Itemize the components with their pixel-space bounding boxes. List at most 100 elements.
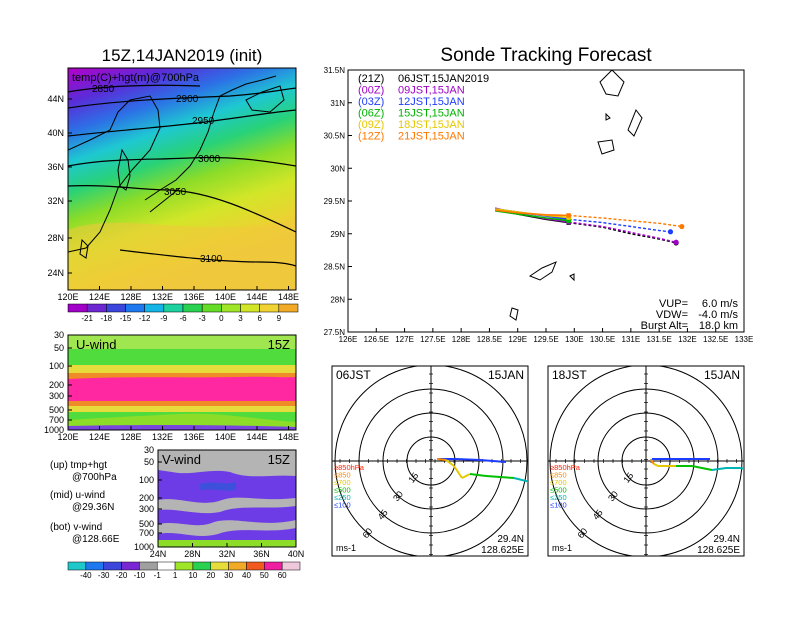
track-line: [494, 210, 569, 222]
track-line: [495, 209, 569, 217]
track-lat-ticks: 31.5N 31N 30.5N 30N 29.5N 29N 28.5N 28N 27.5N: [324, 66, 352, 337]
contour-label-3000: 3000: [198, 154, 221, 165]
v-wind-lat-tick: 36N: [253, 549, 270, 559]
polar-date: 15JAN: [488, 368, 524, 382]
map-lon-tick: 148E: [278, 292, 299, 302]
map-lon-tick: 120E: [57, 292, 78, 302]
island-yakushima: [597, 139, 615, 155]
contour-2850: [68, 84, 201, 93]
contour-3050: [68, 185, 296, 233]
polar-legend-item: ≤250: [550, 493, 567, 502]
polar-wind-trace: [469, 473, 487, 477]
track-lon-tick: 131.5E: [646, 335, 671, 344]
v-wind-grey-low: [158, 520, 296, 536]
map-lat-tick: 36N: [47, 162, 64, 172]
track-burst-point: [566, 218, 571, 223]
u-wind-band-light: [68, 335, 296, 349]
temperature-height-map: temp(C)+hgt(m)@700hPa 2850 2900 2950 300…: [47, 67, 299, 302]
map-lon-tick: 136E: [183, 292, 204, 302]
track-lon-tick: 127E: [395, 335, 414, 344]
param-label: VUP=: [659, 298, 688, 310]
polar-legend-item: ≤850: [550, 471, 567, 480]
u-wind-pressure-tick: 50: [54, 343, 64, 353]
v-wind-pressure-tick: 700: [139, 528, 154, 538]
polar-wind-trace: [739, 467, 744, 470]
track-lat-tick: 31.5N: [324, 66, 346, 75]
temp-colorbar-swatch: [221, 303, 241, 313]
wind-colorbar-tick: 50: [260, 571, 269, 580]
polar-wind-trace: [530, 482, 544, 484]
v-wind-blue: [200, 482, 236, 491]
track-lat-tick: 28.5N: [324, 263, 346, 272]
wind-colorbar-swatch: [139, 561, 158, 571]
track-lat-tick: 28N: [330, 295, 345, 304]
track-lat-tick: 29.5N: [324, 197, 346, 206]
map-lat-tick: 24N: [47, 268, 64, 278]
v-wind-lat-tick: 28N: [184, 549, 201, 559]
temp-colorbar-tick: 3: [238, 314, 243, 323]
track-lon-tick: 130.5E: [590, 335, 615, 344]
track-burst-point: [566, 213, 571, 218]
polar-wind-trace: [485, 475, 515, 479]
polar-lat: 29.4N: [497, 534, 524, 545]
island-small-1: [605, 112, 611, 121]
polar-ring-label: 45: [376, 508, 390, 522]
polar-legend-item: ≤250: [334, 493, 351, 502]
wind-colorbar-tick: 20: [206, 571, 215, 580]
temp-colorbar-swatch: [201, 303, 222, 313]
u-wind-lon-tick: 140E: [215, 432, 236, 442]
legend-time: 15JST,15JAN: [398, 108, 465, 120]
wind-colorbar-swatch: [281, 561, 301, 571]
legend-code: (03Z): [358, 96, 384, 108]
polar-wind-trace: [711, 467, 727, 471]
v-wind-pressure-tick: 100: [139, 475, 154, 485]
polar-ring-label: 15: [406, 471, 420, 485]
param-value: 6.0 m/s: [702, 298, 739, 310]
u-wind-band-orange: [68, 373, 296, 379]
wind-colorbar-swatch: [228, 561, 247, 571]
track-landing-point: [673, 239, 679, 245]
polar-ring-label: 30: [391, 489, 405, 503]
contour-2950: [68, 109, 296, 137]
legend-time: 21JST,15JAN: [398, 131, 465, 143]
wind-colorbar-tick: 60: [278, 571, 287, 580]
note-line: (mid) u-wind: [50, 490, 105, 501]
u-wind-pressure-tick: 500: [49, 405, 64, 415]
wind-colorbar-tick: -30: [98, 571, 110, 580]
panel-notes: (up) tmp+hgt@700hPa (mid) u-wind@29.36N (b…: [50, 460, 120, 545]
temp-colorbar-swatch: [125, 303, 145, 313]
polar-lon: 128.625E: [697, 545, 740, 556]
v-wind-lat-ticks: 24N 28N 32N 36N 40N: [150, 543, 304, 559]
note-line: @128.66E: [72, 534, 120, 545]
u-wind-pressure-tick: 200: [49, 380, 64, 390]
u-wind-time: 15Z: [268, 337, 290, 352]
island-tanegashima: [627, 108, 643, 137]
u-wind-pressure-tick: 100: [49, 361, 64, 371]
wind-colorbar-swatch: [67, 561, 87, 571]
polar-legend-item: ≤850: [334, 471, 351, 480]
v-wind-pressure-tick: 50: [144, 457, 154, 467]
wind-colorbar-swatch: [192, 561, 212, 571]
island-amami: [528, 261, 557, 281]
temp-colorbar-tick: 0: [219, 314, 224, 323]
polar-wind-trace: [461, 473, 471, 479]
polar-ring-label: 15: [621, 471, 635, 485]
polar-unit: ms-1: [336, 543, 356, 553]
legend-time: 12JST,15JAN: [398, 96, 465, 108]
map-lat-tick: 40N: [47, 128, 64, 138]
contour-label-2850: 2850: [92, 84, 115, 95]
map-lon-tick: 144E: [246, 292, 267, 302]
polar-wind-trace: [436, 458, 447, 461]
v-wind-label: V-wind: [162, 452, 201, 467]
wind-colorbar-swatch: [264, 561, 283, 571]
temperature-colorbar: -21 -18 -15 -12 -9 -6 -3 0 3 6 9: [67, 303, 299, 323]
track-lon-tick: 126E: [339, 335, 358, 344]
v-wind-lat-tick: 32N: [219, 549, 236, 559]
wind-colorbar-tick: 10: [188, 571, 197, 580]
map-lon-tick: 128E: [120, 292, 141, 302]
u-wind-band-yellow: [68, 365, 296, 373]
temp-colorbar-swatch: [144, 303, 165, 313]
